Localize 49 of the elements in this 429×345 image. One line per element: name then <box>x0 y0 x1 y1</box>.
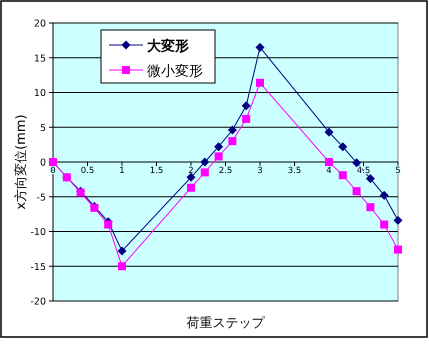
legend-label: 大変形 <box>147 38 189 54</box>
y-tick-label: 5 <box>40 122 46 134</box>
x-tick-label: 4 <box>326 166 332 176</box>
point <box>214 142 224 152</box>
point <box>256 78 264 87</box>
point <box>380 220 388 229</box>
point <box>228 137 236 146</box>
x-axis-title: 荷重ステップ <box>186 316 266 331</box>
y-tick-label: -15 <box>30 262 46 273</box>
x-tick-label: 5 <box>395 166 401 176</box>
x-tick-label: 2.5 <box>218 166 232 176</box>
point <box>187 184 195 192</box>
x-tick-label: 2 <box>188 166 194 176</box>
point <box>118 262 126 270</box>
point <box>242 101 251 110</box>
point <box>394 216 402 225</box>
point <box>200 158 210 166</box>
y-tick-label: 20 <box>34 18 46 30</box>
point <box>366 203 374 212</box>
x-tick-label: 1.5 <box>150 166 164 176</box>
x-tick-label: 1 <box>119 166 125 176</box>
point <box>256 42 264 52</box>
point <box>338 142 348 152</box>
y-tick-label: 15 <box>34 53 46 64</box>
point <box>338 171 347 180</box>
point <box>352 158 362 168</box>
point <box>186 172 196 182</box>
y-tick-label: 10 <box>34 88 46 99</box>
y-axis-title: x方向変位(mm) <box>13 114 29 210</box>
y-tick-label: -5 <box>36 192 46 204</box>
point <box>324 128 334 137</box>
x-tick-label: 3.5 <box>288 166 302 176</box>
x-tick-label: 3 <box>257 166 263 176</box>
point <box>380 190 389 200</box>
point <box>200 168 209 176</box>
x-tick-label: 0.5 <box>80 166 94 176</box>
point <box>394 246 402 254</box>
point <box>214 152 223 160</box>
point <box>352 187 361 196</box>
y-tick-label: -10 <box>30 227 46 238</box>
point <box>118 246 126 256</box>
point <box>366 174 375 184</box>
legend-label: 微小変形 <box>147 64 203 80</box>
y-tick-label: 0 <box>40 158 46 168</box>
point <box>228 126 237 135</box>
point <box>104 220 112 229</box>
y-tick-label: -20 <box>30 296 46 308</box>
point <box>242 114 250 123</box>
point <box>325 158 333 166</box>
